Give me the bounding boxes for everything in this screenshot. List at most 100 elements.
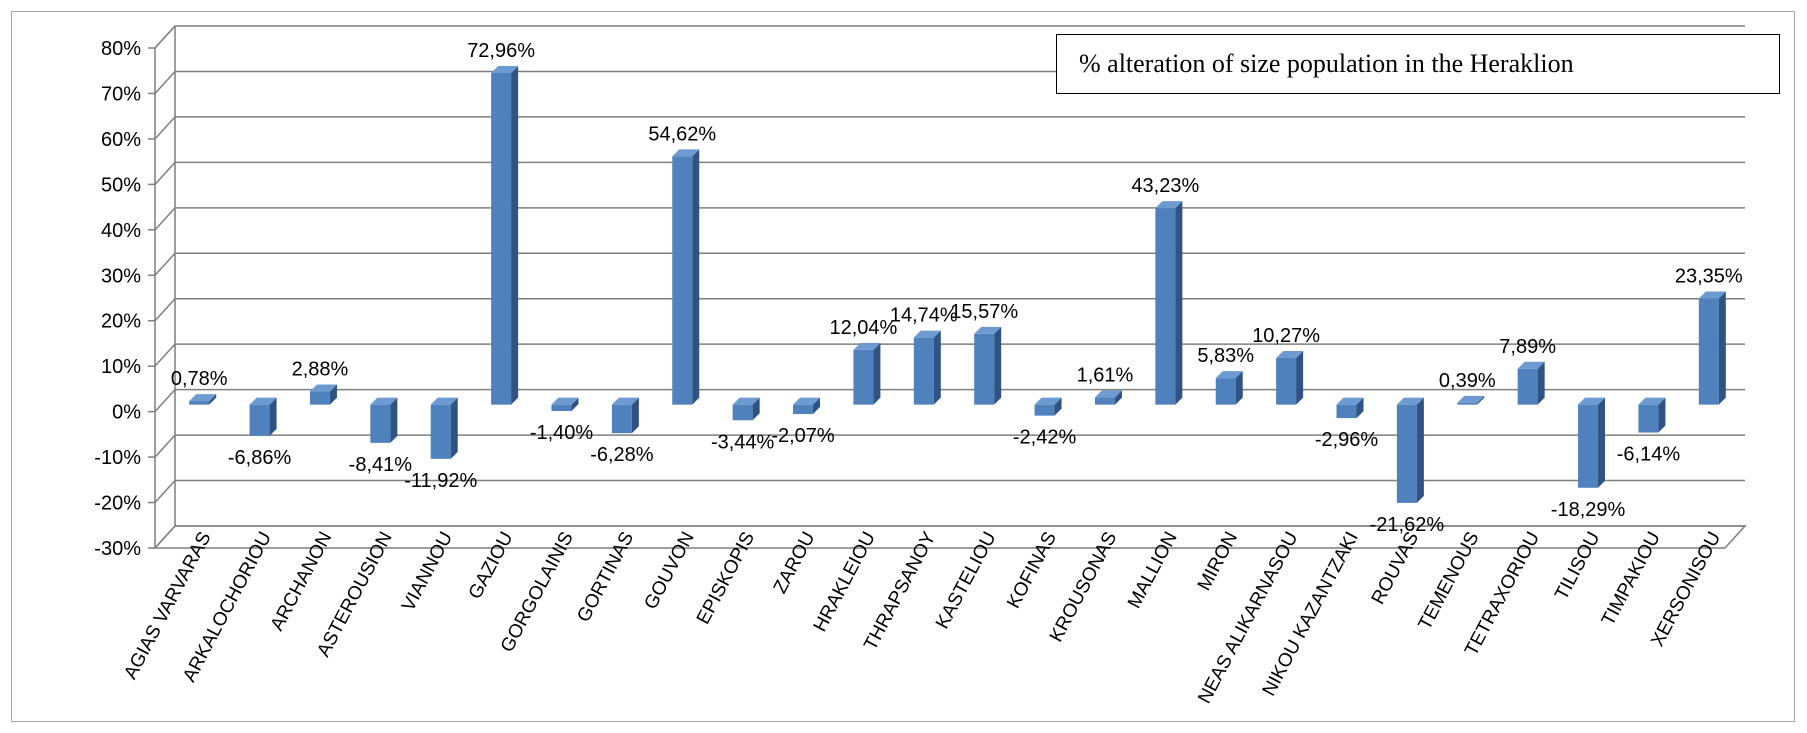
- x-tick-label: KOFINAS: [1003, 528, 1061, 612]
- bar-side: [1235, 371, 1243, 405]
- chart-floor: [153, 525, 1747, 549]
- bars: [189, 66, 1726, 503]
- data-labels: 0,78% -6,86% 2,88% -8,41%-11,92% 72,96% -1,40…: [171, 40, 1743, 536]
- x-axis-ticks: AGIAS VARVARASARKALOCHORIOUARCHANONASTER…: [120, 528, 1725, 707]
- x-tick-label: TILISOU: [1551, 528, 1604, 603]
- bar-front: [430, 404, 451, 459]
- bar-neas-alikarnasou: [1276, 350, 1304, 405]
- bar-top: [853, 342, 881, 350]
- bar-top: [672, 149, 700, 157]
- bar-front: [1155, 208, 1176, 405]
- data-label: -8,41%: [349, 454, 413, 476]
- bar-top: [249, 397, 277, 405]
- x-tick-label: KASTELIOU: [932, 528, 1001, 632]
- bar-side: [631, 397, 639, 434]
- bar-temenous: [1457, 395, 1485, 405]
- bar-rouvas: [1396, 397, 1424, 503]
- bar-side: [1114, 390, 1122, 405]
- data-label: -6,86%: [228, 447, 292, 469]
- bar-hrakleiou: [853, 342, 881, 405]
- data-label: 10,27%: [1252, 325, 1320, 347]
- gridline-diagonal: [154, 480, 176, 504]
- gridline-diagonal: [154, 161, 176, 185]
- x-tick-label: MALLION: [1124, 528, 1182, 612]
- x-tick-label: GOUVON: [640, 528, 698, 612]
- data-label: 43,23%: [1131, 175, 1199, 197]
- y-tick-label: 70%: [101, 83, 141, 105]
- bar-xersonisou: [1698, 291, 1726, 405]
- data-label: 23,35%: [1675, 266, 1743, 288]
- y-tick-label: -10%: [94, 447, 141, 469]
- bar-gaziou: [491, 66, 519, 405]
- bar-front: [1517, 368, 1538, 405]
- bar-front: [1215, 378, 1236, 405]
- bar-agias-varvaras: [189, 394, 217, 405]
- bar-side: [1477, 395, 1485, 405]
- bar-front: [913, 337, 934, 405]
- x-tick-label: VIANNOU: [398, 528, 457, 614]
- bar-side: [692, 149, 700, 405]
- bar-side: [1356, 397, 1364, 419]
- data-label: 0,78%: [171, 368, 228, 390]
- x-tick-label: KROUSONAS: [1046, 528, 1122, 645]
- bar-top: [1276, 350, 1304, 358]
- x-tick-label: ROUVAS: [1368, 528, 1424, 607]
- bar-top: [1094, 390, 1122, 398]
- bar-front: [551, 404, 572, 411]
- bar-side: [511, 66, 519, 405]
- x-tick-label: EPISKOPIS: [693, 528, 759, 627]
- bar-top: [793, 397, 821, 405]
- gridlines: [148, 25, 1747, 549]
- x-tick-label: TEMENOUS: [1415, 528, 1484, 633]
- data-label: 14,74%: [890, 305, 958, 327]
- bar-top: [974, 326, 1002, 334]
- bar-top: [913, 330, 941, 338]
- bar-top: [732, 397, 760, 405]
- bar-side: [1175, 201, 1183, 405]
- data-label: -21,62%: [1370, 514, 1445, 536]
- bar-archanon: [309, 384, 337, 405]
- x-tick-label: TIMPAKIOU: [1598, 528, 1665, 629]
- bar-top: [1155, 201, 1183, 209]
- bar-top: [1457, 395, 1485, 403]
- bar-top: [491, 66, 519, 73]
- y-tick-label: 80%: [101, 38, 141, 60]
- bar-front: [793, 404, 814, 415]
- bar-side: [1054, 397, 1062, 416]
- gridline-diagonal: [154, 25, 176, 49]
- bar-episkopis: [732, 397, 760, 421]
- bar-front: [1094, 397, 1115, 405]
- bar-front: [1396, 404, 1417, 503]
- gridline-diagonal: [154, 70, 176, 94]
- bar-front: [189, 401, 210, 405]
- x-tick-label: HRAKLEIOU: [810, 528, 880, 635]
- y-axis-ticks: 80% 70% 60% 50% 40% 30% 20% 10% 0% -10% -20% -30%: [94, 38, 141, 560]
- data-label: -2,07%: [771, 425, 835, 447]
- bar-tetraxoriou: [1517, 361, 1545, 405]
- bar-kasteliou: [974, 326, 1002, 405]
- y-tick-label: 30%: [101, 265, 141, 287]
- gridline-diagonal: [154, 207, 176, 231]
- data-label: -2,96%: [1315, 429, 1379, 451]
- data-label: 12,04%: [830, 317, 898, 339]
- bar-front: [249, 404, 270, 436]
- bar-top: [1034, 397, 1062, 405]
- bar-top: [1396, 397, 1424, 405]
- bar-miron: [1215, 371, 1243, 405]
- bar-side: [571, 397, 579, 411]
- gridline-diagonal: [154, 252, 176, 276]
- bar-side: [269, 397, 277, 436]
- bar-front: [309, 391, 330, 405]
- data-label: -1,40%: [530, 422, 594, 444]
- bar-side: [450, 397, 458, 459]
- data-label: -11,92%: [404, 470, 477, 492]
- y-tick-label: 60%: [101, 129, 141, 151]
- bar-viannou: [430, 397, 458, 459]
- bar-front: [1638, 404, 1659, 433]
- y-tick-label: -30%: [94, 538, 141, 560]
- x-tick-label: GORTINAS: [573, 528, 638, 625]
- gridline-diagonal: [154, 116, 176, 140]
- bar-kofinas: [1034, 397, 1062, 416]
- gridline-diagonal: [154, 298, 176, 322]
- bar-front: [732, 404, 753, 421]
